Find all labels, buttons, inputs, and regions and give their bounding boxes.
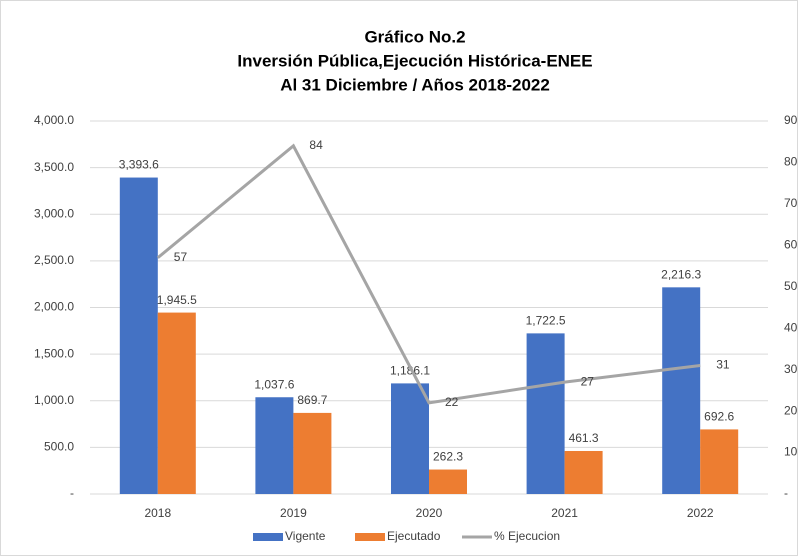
chart-subtitle: Al 31 Diciembre / Años 2018-2022 (280, 75, 550, 94)
x-tick-label: 2018 (144, 506, 171, 520)
x-tick-label: 2020 (416, 506, 443, 520)
bar (564, 450, 603, 494)
bar (429, 469, 467, 494)
data-label: 1,722.5 (526, 314, 566, 328)
y2-tick-label: 30 (784, 362, 798, 376)
y-tick-label: 3,000.0 (34, 206, 74, 220)
y-tick-label: 1,500.0 (34, 346, 74, 360)
bar (526, 333, 565, 494)
data-label: 1,945.5 (157, 293, 197, 307)
legend-label: Vigente (285, 529, 326, 543)
data-label: 461.3 (569, 431, 599, 445)
y-tick-label: - (70, 486, 74, 500)
data-label: 692.6 (704, 410, 734, 424)
data-label: 1,037.6 (254, 377, 294, 391)
data-label: 31 (716, 358, 730, 372)
y2-tick-label: 50 (784, 279, 798, 293)
data-label: 22 (445, 395, 459, 409)
legend-swatch (253, 533, 283, 541)
y2-tick-label: 20 (784, 403, 798, 417)
y2-tick-label: 80 (784, 155, 798, 169)
y-tick-label: 500.0 (44, 440, 74, 454)
data-label: 57 (174, 250, 188, 264)
y2-tick-label: 40 (784, 320, 798, 334)
legend-swatch (355, 533, 385, 541)
y-tick-label: 3,500.0 (34, 160, 74, 174)
y-tick-label: 2,000.0 (34, 300, 74, 314)
y2-tick-label: 60 (784, 238, 798, 252)
bar (391, 383, 429, 494)
data-label: 2,216.3 (661, 268, 701, 282)
chart-title: Gráfico No.2 (364, 27, 465, 46)
x-tick-label: 2019 (280, 506, 307, 520)
bar (119, 177, 158, 494)
bar (157, 312, 196, 494)
data-label: 3,393.6 (119, 158, 159, 172)
bar (293, 412, 332, 494)
data-label: 84 (309, 138, 323, 152)
data-label: 869.7 (297, 393, 327, 407)
y2-tick-label: 90 (784, 113, 798, 127)
bar (255, 397, 294, 494)
legend-label: Ejecutado (387, 529, 441, 543)
y-tick-label: 4,000.0 (34, 113, 74, 127)
y2-tick-label: 70 (784, 196, 798, 210)
y2-tick-label: 10 (784, 445, 798, 459)
data-label: 1,186.1 (390, 364, 430, 378)
line-series (156, 143, 701, 405)
y2-tick-label: - (784, 486, 788, 500)
x-tick-label: 2021 (551, 506, 578, 520)
chart-subtitle: Inversión Pública,Ejecución Histórica-EN… (237, 51, 592, 70)
data-label: 27 (581, 374, 595, 388)
y-tick-label: 2,500.0 (34, 253, 74, 267)
data-label: 262.3 (433, 450, 463, 464)
bar (700, 429, 739, 494)
y-tick-label: 1,000.0 (34, 393, 74, 407)
x-tick-label: 2022 (687, 506, 714, 520)
legend-label: % Ejecucion (494, 529, 560, 543)
bar (662, 287, 701, 494)
